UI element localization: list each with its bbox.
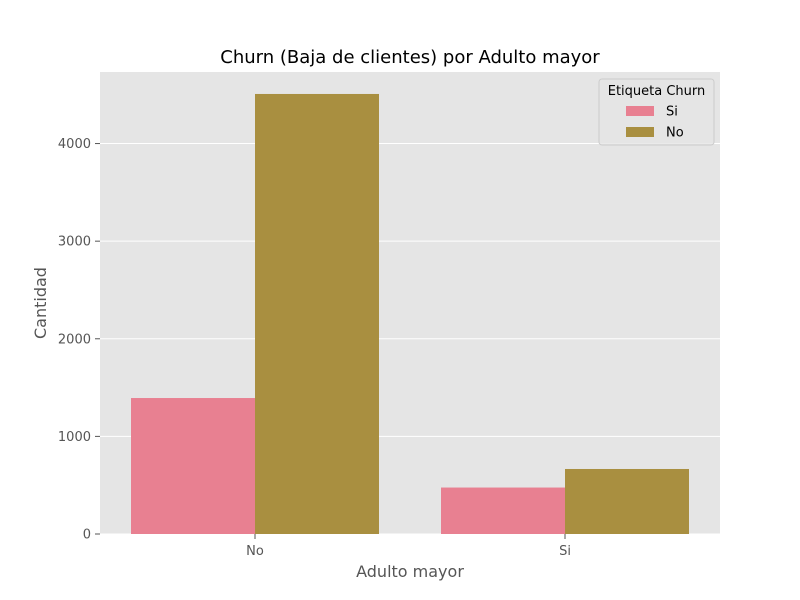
legend-title: Etiqueta Churn	[608, 84, 706, 99]
legend-label-si: Si	[666, 105, 678, 120]
chart-title: Churn (Baja de clientes) por Adulto mayo…	[220, 47, 600, 68]
y-tick-label: 4000	[58, 137, 91, 152]
bar-no-no	[255, 93, 379, 534]
y-tick-label: 0	[83, 528, 91, 543]
bar-si-no	[565, 468, 689, 534]
legend-items: Si No	[626, 105, 684, 141]
y-tick-label: 3000	[58, 235, 91, 250]
legend-label-no: No	[666, 126, 684, 141]
y-tick-label: 1000	[58, 430, 91, 445]
x-tick-label: No	[246, 544, 264, 559]
legend-swatch-si	[626, 106, 654, 116]
y-axis-label: Cantidad	[31, 267, 50, 339]
bar-no-si	[131, 398, 255, 534]
bars	[131, 93, 689, 534]
x-tick-label: Si	[559, 544, 571, 559]
x-axis-label: Adulto mayor	[356, 562, 464, 581]
y-tick-label: 2000	[58, 332, 91, 347]
bar-si-si	[441, 487, 565, 534]
axes: 0 1000 2000 3000 4000 No Si	[58, 137, 571, 559]
legend-swatch-no	[626, 127, 654, 137]
legend: Etiqueta Churn Si No	[598, 78, 715, 146]
